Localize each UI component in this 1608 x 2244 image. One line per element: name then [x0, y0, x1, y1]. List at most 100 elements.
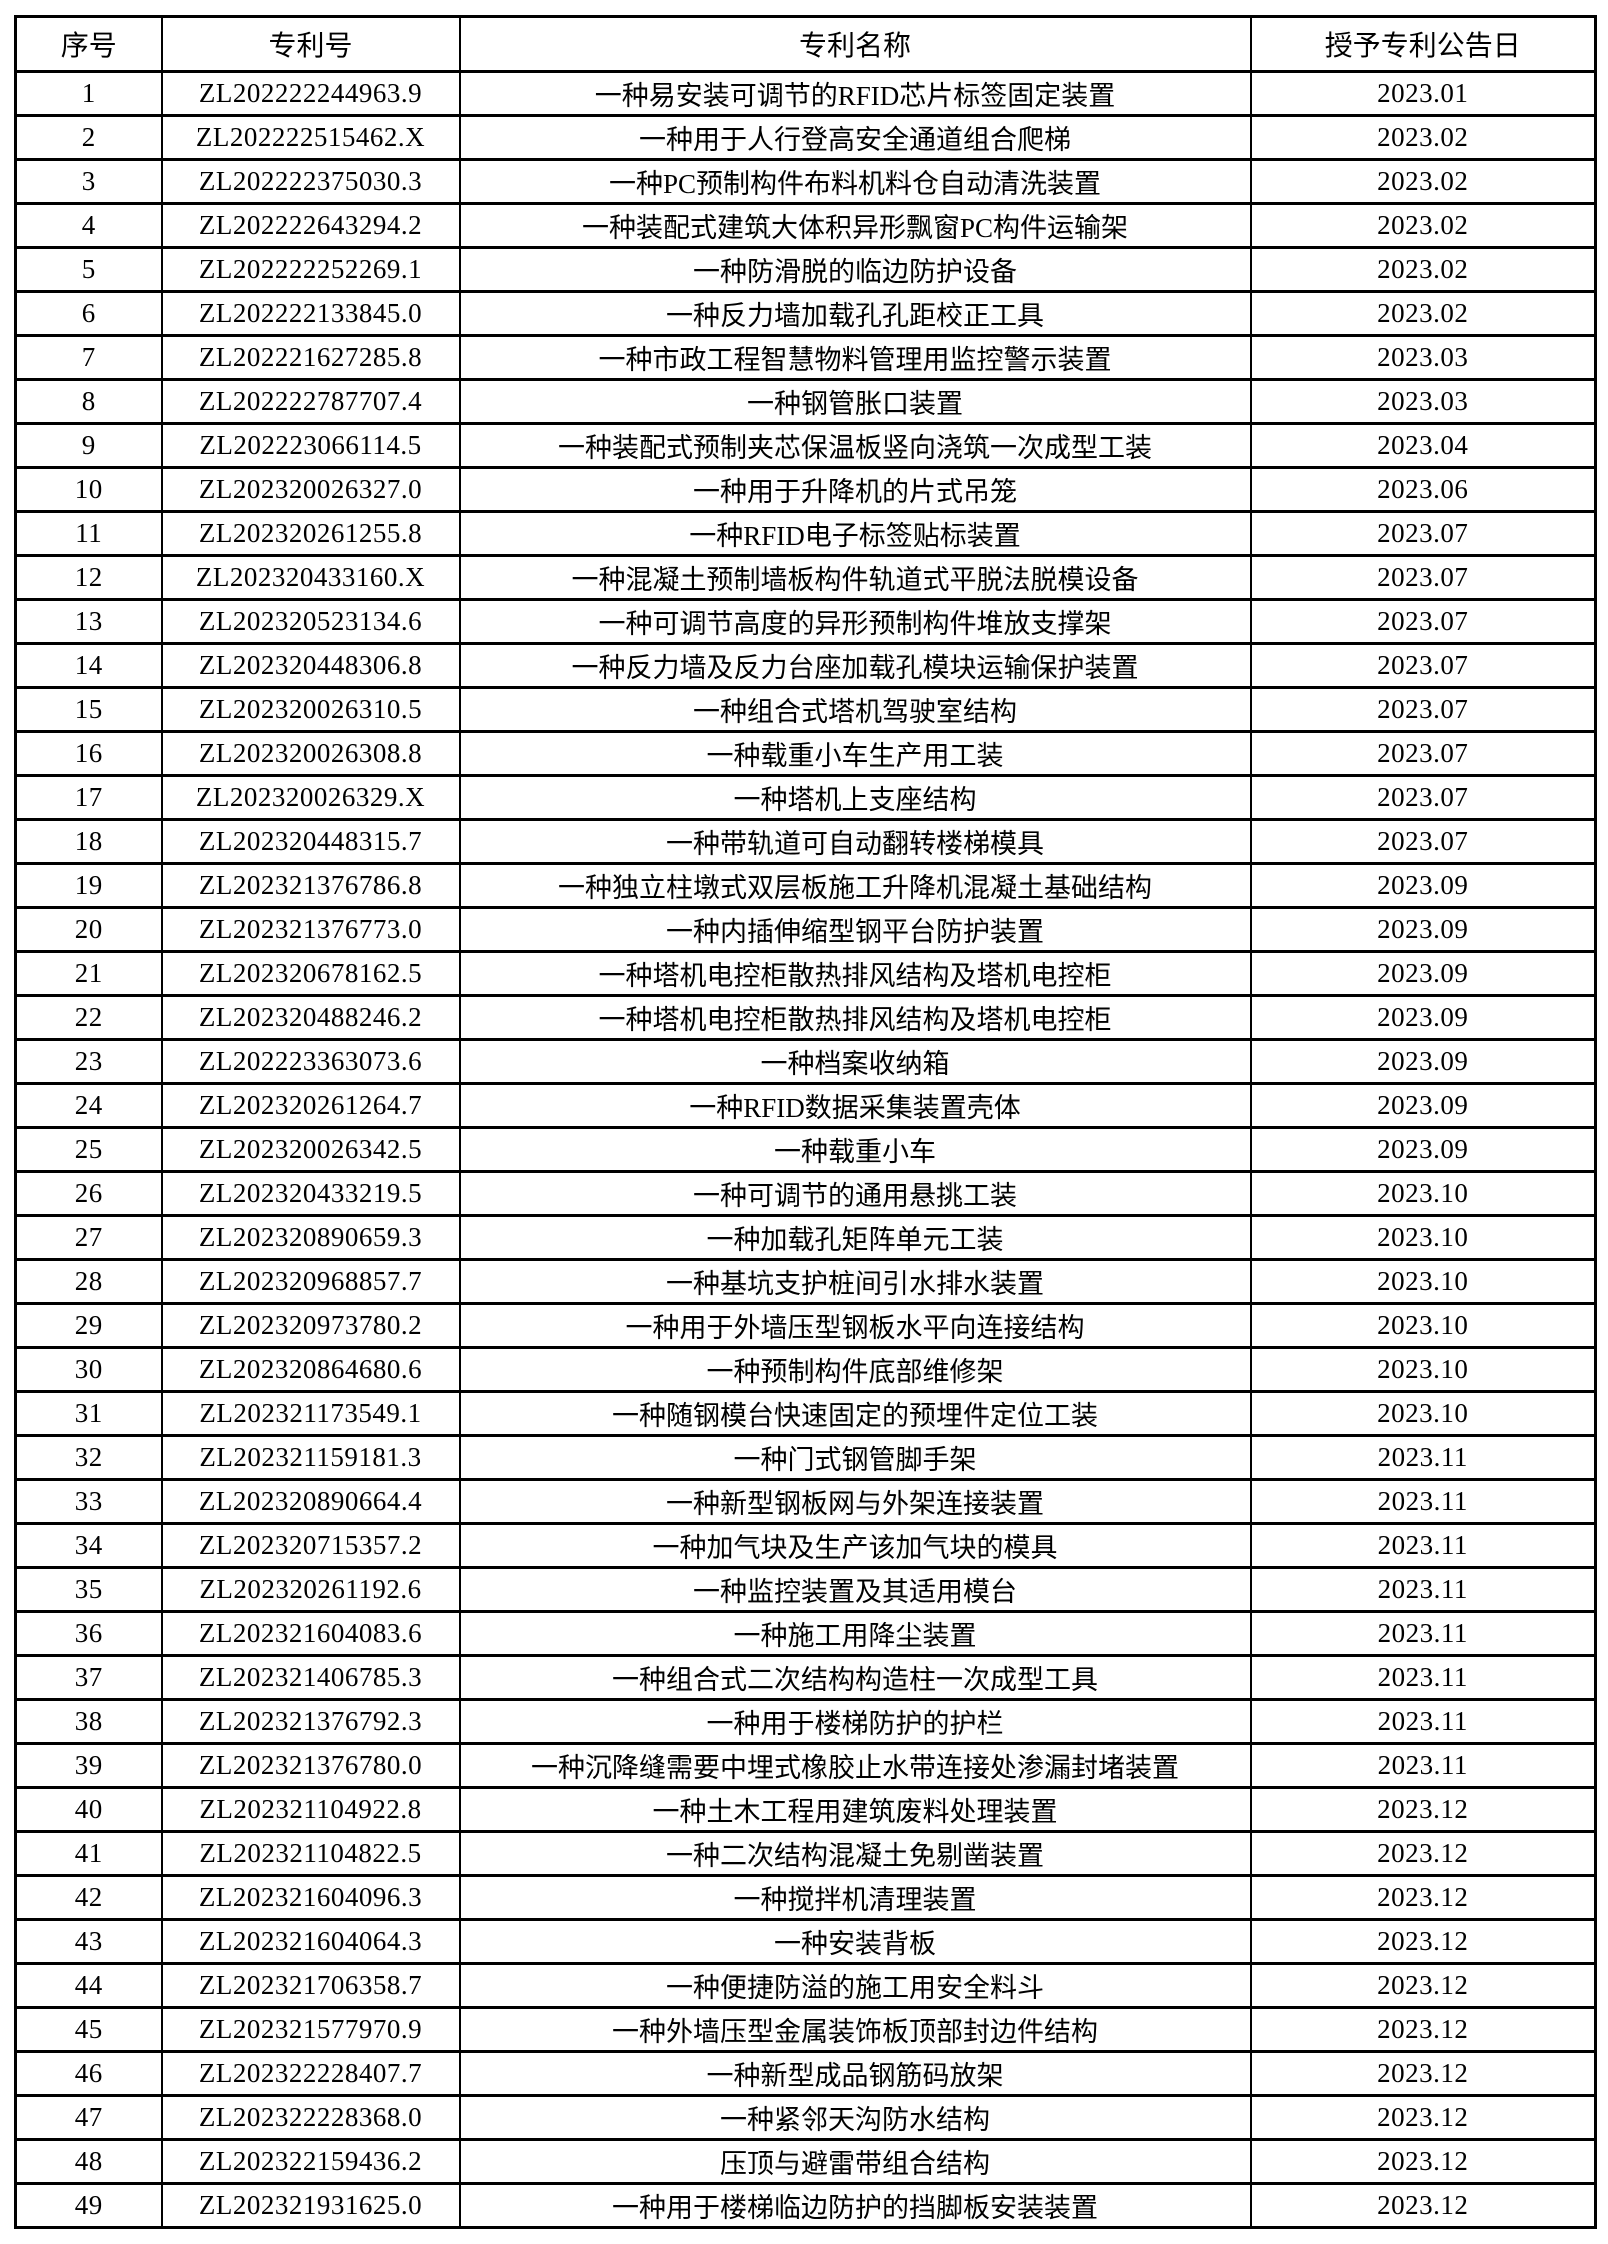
cell-index: 13	[14, 598, 163, 645]
cell-patent-number: ZL202320433219.5	[160, 1170, 461, 1217]
cell-patent-name: 一种新型钢板网与外架连接装置	[458, 1478, 1252, 1525]
cell-index: 48	[14, 2138, 163, 2185]
cell-patent-number: ZL202222252269.1	[160, 246, 461, 293]
cell-grant-date: 2023.11	[1249, 1478, 1597, 1525]
cell-grant-date: 2023.04	[1249, 422, 1597, 469]
cell-grant-date: 2023.07	[1249, 642, 1597, 689]
header-index: 序号	[14, 15, 163, 73]
cell-patent-number: ZL202320261264.7	[160, 1082, 461, 1129]
cell-patent-number: ZL202320968857.7	[160, 1258, 461, 1305]
cell-grant-date: 2023.11	[1249, 1610, 1597, 1657]
cell-index: 26	[14, 1170, 163, 1217]
cell-patent-name: 一种内插伸缩型钢平台防护装置	[458, 906, 1252, 953]
header-patent-name: 专利名称	[458, 15, 1252, 73]
cell-index: 11	[14, 510, 163, 557]
cell-index: 3	[14, 158, 163, 205]
cell-index: 18	[14, 818, 163, 865]
cell-index: 37	[14, 1654, 163, 1701]
cell-patent-name: 一种沉降缝需要中埋式橡胶止水带连接处渗漏封堵装置	[458, 1742, 1252, 1789]
table-row: 1 ZL202222244963.9 一种易安装可调节的RFID芯片标签固定装置 20…	[14, 70, 1597, 117]
cell-patent-number: ZL202321604096.3	[160, 1874, 461, 1921]
cell-patent-number: ZL202320026327.0	[160, 466, 461, 513]
cell-patent-number: ZL202320715357.2	[160, 1522, 461, 1569]
cell-patent-number: ZL202321376773.0	[160, 906, 461, 953]
cell-patent-number: ZL202223066114.5	[160, 422, 461, 469]
cell-patent-number: ZL202321104822.5	[160, 1830, 461, 1877]
cell-grant-date: 2023.02	[1249, 290, 1597, 337]
cell-patent-number: ZL202222133845.0	[160, 290, 461, 337]
table-row: 4 ZL202222643294.2 一种装配式建筑大体积异形飘窗PC构件运输架 20…	[14, 202, 1597, 249]
cell-grant-date: 2023.12	[1249, 1830, 1597, 1877]
table-row: 36 ZL202321604083.6 一种施工用降尘装置 2023.11	[14, 1610, 1597, 1657]
cell-index: 29	[14, 1302, 163, 1349]
cell-patent-name: 一种用于楼梯防护的护栏	[458, 1698, 1252, 1745]
cell-index: 43	[14, 1918, 163, 1965]
cell-patent-name: 一种RFID数据采集装置壳体	[458, 1082, 1252, 1129]
table-row: 38 ZL202321376792.3 一种用于楼梯防护的护栏 2023.11	[14, 1698, 1597, 1745]
cell-patent-name: 一种反力墙及反力台座加载孔模块运输保护装置	[458, 642, 1252, 689]
cell-patent-name: 一种加载孔矩阵单元工装	[458, 1214, 1252, 1261]
table-row: 9 ZL202223066114.5 一种装配式预制夹芯保温板竖向浇筑一次成型工装 2…	[14, 422, 1597, 469]
cell-patent-number: ZL202321376786.8	[160, 862, 461, 909]
cell-grant-date: 2023.11	[1249, 1654, 1597, 1701]
table-row: 42 ZL202321604096.3 一种搅拌机清理装置 2023.12	[14, 1874, 1597, 1921]
cell-grant-date: 2023.02	[1249, 246, 1597, 293]
cell-patent-name: 一种RFID电子标签贴标装置	[458, 510, 1252, 557]
cell-grant-date: 2023.03	[1249, 378, 1597, 425]
table-row: 7 ZL202221627285.8 一种市政工程智慧物料管理用监控警示装置 2023…	[14, 334, 1597, 381]
cell-patent-number: ZL202222515462.X	[160, 114, 461, 161]
cell-patent-name: 一种PC预制构件布料机料仓自动清洗装置	[458, 158, 1252, 205]
cell-grant-date: 2023.07	[1249, 598, 1597, 645]
cell-grant-date: 2023.02	[1249, 158, 1597, 205]
cell-grant-date: 2023.07	[1249, 818, 1597, 865]
cell-grant-date: 2023.11	[1249, 1434, 1597, 1481]
cell-patent-number: ZL202321406785.3	[160, 1654, 461, 1701]
cell-patent-name: 一种紧邻天沟防水结构	[458, 2094, 1252, 2141]
cell-index: 14	[14, 642, 163, 689]
cell-index: 41	[14, 1830, 163, 1877]
table-row: 17 ZL202320026329.X 一种塔机上支座结构 2023.07	[14, 774, 1597, 821]
cell-grant-date: 2023.09	[1249, 1082, 1597, 1129]
cell-patent-name: 一种档案收纳箱	[458, 1038, 1252, 1085]
table-row: 28 ZL202320968857.7 一种基坑支护桩间引水排水装置 2023.10	[14, 1258, 1597, 1305]
cell-grant-date: 2023.12	[1249, 1962, 1597, 2009]
cell-grant-date: 2023.09	[1249, 1126, 1597, 1173]
table-row: 43 ZL202321604064.3 一种安装背板 2023.12	[14, 1918, 1597, 1965]
table-row: 32 ZL202321159181.3 一种门式钢管脚手架 2023.11	[14, 1434, 1597, 1481]
header-grant-date: 授予专利公告日	[1249, 15, 1597, 73]
cell-index: 1	[14, 70, 163, 117]
cell-grant-date: 2023.12	[1249, 2050, 1597, 2097]
cell-patent-name: 一种防滑脱的临边防护设备	[458, 246, 1252, 293]
cell-grant-date: 2023.10	[1249, 1170, 1597, 1217]
cell-grant-date: 2023.09	[1249, 1038, 1597, 1085]
cell-grant-date: 2023.10	[1249, 1390, 1597, 1437]
cell-patent-number: ZL202320488246.2	[160, 994, 461, 1041]
cell-index: 17	[14, 774, 163, 821]
table-row: 37 ZL202321406785.3 一种组合式二次结构构造柱一次成型工具 2023…	[14, 1654, 1597, 1701]
cell-patent-name: 一种装配式预制夹芯保温板竖向浇筑一次成型工装	[458, 422, 1252, 469]
cell-grant-date: 2023.09	[1249, 906, 1597, 953]
cell-patent-number: ZL202320448315.7	[160, 818, 461, 865]
cell-grant-date: 2023.07	[1249, 774, 1597, 821]
cell-grant-date: 2023.12	[1249, 1918, 1597, 1965]
cell-index: 32	[14, 1434, 163, 1481]
table-row: 44 ZL202321706358.7 一种便捷防溢的施工用安全料斗 2023.12	[14, 1962, 1597, 2009]
cell-index: 33	[14, 1478, 163, 1525]
cell-patent-name: 一种带轨道可自动翻转楼梯模具	[458, 818, 1252, 865]
cell-patent-name: 一种组合式二次结构构造柱一次成型工具	[458, 1654, 1252, 1701]
cell-patent-name: 一种新型成品钢筋码放架	[458, 2050, 1252, 2097]
table-row: 39 ZL202321376780.0 一种沉降缝需要中埋式橡胶止水带连接处渗漏封堵…	[14, 1742, 1597, 1789]
cell-grant-date: 2023.10	[1249, 1258, 1597, 1305]
cell-grant-date: 2023.09	[1249, 950, 1597, 997]
cell-index: 23	[14, 1038, 163, 1085]
table-row: 30 ZL202320864680.6 一种预制构件底部维修架 2023.10	[14, 1346, 1597, 1393]
cell-patent-number: ZL202321104922.8	[160, 1786, 461, 1833]
cell-index: 39	[14, 1742, 163, 1789]
cell-grant-date: 2023.07	[1249, 554, 1597, 601]
cell-patent-name: 一种装配式建筑大体积异形飘窗PC构件运输架	[458, 202, 1252, 249]
cell-grant-date: 2023.11	[1249, 1566, 1597, 1613]
cell-index: 45	[14, 2006, 163, 2053]
table-row: 46 ZL202322228407.7 一种新型成品钢筋码放架 2023.12	[14, 2050, 1597, 2097]
cell-patent-name: 一种易安装可调节的RFID芯片标签固定装置	[458, 70, 1252, 117]
cell-patent-number: ZL202320448306.8	[160, 642, 461, 689]
